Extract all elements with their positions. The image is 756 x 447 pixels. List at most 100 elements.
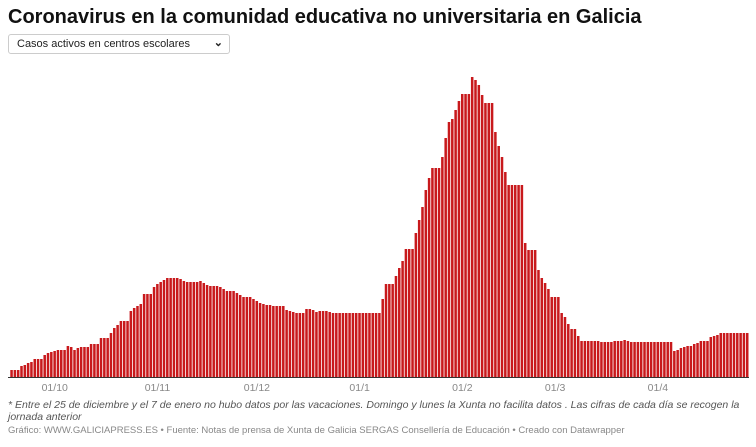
bar-23/03 <box>626 341 630 377</box>
bar-24/09 <box>30 362 33 377</box>
bar-10/12 <box>285 310 288 377</box>
bar-07/12 <box>275 306 278 377</box>
bar-02/12 <box>258 303 262 377</box>
bar-25/03 <box>633 342 636 377</box>
bar-08/11 <box>179 279 182 377</box>
x-tick-label: 01/12 <box>244 382 270 394</box>
bar-18/12 <box>311 310 315 377</box>
bar-04/11 <box>166 278 169 377</box>
bar-03/03 <box>560 313 563 377</box>
bar-07/11 <box>175 278 179 377</box>
bar-25/09 <box>33 359 37 377</box>
bar-22/04 <box>726 333 729 377</box>
bar-10/01 <box>388 284 391 377</box>
bar-08/03 <box>576 336 580 377</box>
bar-29/01 <box>451 119 454 377</box>
bar-23/12 <box>328 312 331 377</box>
bar-21/10 <box>119 321 123 377</box>
bar-14/02 <box>504 172 507 377</box>
bar-19/11 <box>215 286 219 377</box>
bar-21/11 <box>222 289 225 377</box>
bar-24/11 <box>232 291 235 377</box>
bar-12/10 <box>89 344 93 377</box>
bar-04/12 <box>265 305 268 377</box>
bar-14/01 <box>401 261 404 377</box>
bar-17/10 <box>106 338 109 377</box>
bar-chart: 01/10 01/11 01/12 01/1 01/2 01/3 01/4 <box>8 77 749 394</box>
bar-20/03 <box>616 341 620 377</box>
bar-07/04 <box>676 350 679 377</box>
bar-29/11 <box>248 297 252 377</box>
bar-12/11 <box>192 282 196 377</box>
bar-05/12 <box>268 305 272 377</box>
bar-13/03 <box>593 341 597 377</box>
bar-14/04 <box>699 341 703 377</box>
bars <box>10 77 749 377</box>
bar-22/11 <box>225 291 229 377</box>
bar-31/12 <box>354 313 358 377</box>
bar-13/12 <box>295 313 298 377</box>
bar-11/03 <box>586 341 590 377</box>
bar-23/11 <box>229 291 232 377</box>
bar-29/12 <box>348 313 351 377</box>
bar-24/12 <box>331 313 335 377</box>
bar-10/11 <box>185 282 189 377</box>
bar-11/11 <box>189 282 192 377</box>
bar-13/04 <box>696 343 699 377</box>
bar-07/10 <box>73 350 76 377</box>
bar-28/11 <box>245 297 249 377</box>
bar-09/02 <box>487 103 491 377</box>
bar-25/04 <box>736 333 739 377</box>
metric-dropdown[interactable]: Casos activos en centros escolares ⌄ <box>8 34 230 54</box>
bar-23/01 <box>431 168 434 377</box>
bar-20/02 <box>523 243 527 377</box>
bar-17/01 <box>411 249 414 377</box>
bar-19/04 <box>716 335 719 377</box>
bar-15/04 <box>702 341 706 377</box>
bar-16/02 <box>510 185 514 377</box>
bar-23/09 <box>26 363 30 377</box>
bar-28/02 <box>550 297 553 377</box>
bar-04/01 <box>368 313 371 377</box>
bar-10/02 <box>490 103 494 377</box>
bar-19/02 <box>520 185 524 377</box>
bar-15/01 <box>404 249 408 377</box>
bar-26/03 <box>636 342 640 377</box>
bar-31/01 <box>457 101 461 377</box>
bar-02/02 <box>464 94 467 377</box>
bar-15/02 <box>507 185 510 377</box>
bar-06/02 <box>477 85 481 377</box>
bar-09/03 <box>580 341 583 377</box>
bar-17/04 <box>709 337 713 377</box>
bar-28/09 <box>43 355 46 377</box>
x-axis-ticks: 01/10 01/11 01/12 01/1 01/2 01/3 01/4 <box>42 382 669 394</box>
bar-17/03 <box>606 342 610 377</box>
bar-18/03 <box>610 342 613 377</box>
bar-16/11 <box>205 285 209 377</box>
x-tick-label: 01/1 <box>349 382 370 394</box>
bar-18/11 <box>212 286 215 377</box>
bar-20/09 <box>16 370 20 377</box>
bar-28/12 <box>345 313 348 377</box>
bar-21/04 <box>722 333 726 377</box>
bar-19/09 <box>13 370 17 377</box>
bar-16/12 <box>305 309 308 377</box>
bar-06/10 <box>69 347 73 377</box>
bar-22/01 <box>427 178 431 377</box>
bar-25/11 <box>235 293 239 377</box>
bar-21/12 <box>321 311 325 377</box>
bar-10/03 <box>583 341 587 377</box>
bar-09/10 <box>79 347 83 377</box>
bar-11/10 <box>86 347 90 377</box>
bar-22/03 <box>623 340 626 377</box>
bar-05/01 <box>371 313 375 377</box>
bar-14/11 <box>199 281 202 377</box>
bar-25/12 <box>335 313 338 377</box>
bar-11/12 <box>288 311 292 377</box>
bar-17/12 <box>308 309 312 377</box>
bar-27/02 <box>547 289 550 377</box>
bar-10/04 <box>686 346 689 377</box>
bar-28/03 <box>643 342 646 377</box>
bar-26/11 <box>238 295 242 377</box>
bar-14/10 <box>96 344 99 377</box>
